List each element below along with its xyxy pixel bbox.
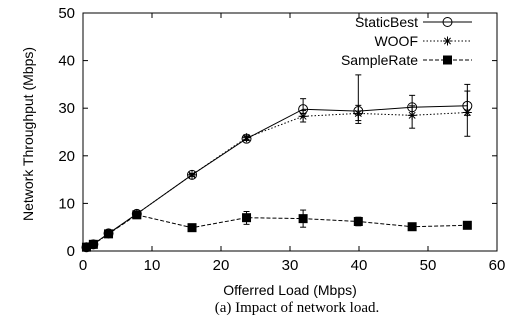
series-line [86, 112, 468, 248]
legend-label: StaticBest [355, 14, 418, 30]
data-point-square [407, 222, 417, 232]
y-tick-label: 0 [67, 243, 75, 260]
x-tick-label: 30 [282, 257, 299, 274]
y-axis-label: Network Throughput (Mbps) [20, 47, 36, 221]
axes [82, 12, 498, 252]
y-tick-label: 50 [58, 5, 75, 22]
data-point-square [88, 239, 98, 249]
star-stroke [354, 109, 362, 117]
x-tick-label: 0 [79, 257, 87, 274]
star-stroke [443, 37, 452, 45]
y-tick-label: 20 [58, 148, 75, 165]
data-point-star [462, 107, 472, 117]
data-point-square [81, 242, 91, 252]
data-point-square [187, 223, 197, 233]
x-tick-label: 50 [420, 257, 437, 274]
x-axis-label: Offerred Load (Mbps) [223, 282, 357, 298]
star-stroke [408, 111, 416, 119]
x-tick-label: 20 [213, 257, 230, 274]
data-point-square [104, 229, 114, 239]
x-tick-label: 40 [351, 257, 368, 274]
star-stroke [188, 171, 196, 179]
star-stroke [299, 112, 307, 120]
y-tick-label: 30 [58, 100, 75, 117]
series-SampleRate [81, 209, 472, 252]
x-tick-label: 10 [144, 257, 161, 274]
data-point-square [132, 210, 142, 220]
tick-labels: 0 10 20 30 40 50 60 0 10 20 30 40 50 [58, 5, 505, 274]
data-point-square [298, 214, 308, 224]
legend-label: SampleRate [341, 52, 418, 68]
plot-frame [82, 12, 498, 252]
data-point-square [443, 55, 452, 65]
star-stroke [243, 134, 251, 142]
star-stroke [463, 108, 471, 116]
figure-caption: (a) Impact of network load. [214, 300, 380, 316]
x-tick-label: 60 [489, 257, 506, 274]
series-line [86, 214, 468, 248]
data-point-square [462, 220, 472, 230]
series-line [86, 105, 468, 248]
y-tick-label: 40 [58, 53, 75, 70]
data-point-square [353, 216, 363, 226]
series-layer [81, 74, 473, 253]
data-point-star [443, 36, 452, 46]
legend-label: WOOF [374, 33, 418, 49]
data-point-star [298, 111, 308, 121]
y-tick-label: 10 [58, 195, 75, 212]
throughput-chart: 0 10 20 30 40 50 60 0 10 20 30 40 50 Network Through… [20, 5, 505, 298]
data-point-star [407, 110, 417, 120]
data-point-star [187, 170, 197, 180]
data-point-square [242, 213, 252, 223]
data-point-star [353, 108, 363, 118]
legend: StaticBest WOOF SampleRate [341, 14, 472, 68]
data-point-circle [442, 17, 453, 27]
data-point-star [242, 133, 252, 143]
